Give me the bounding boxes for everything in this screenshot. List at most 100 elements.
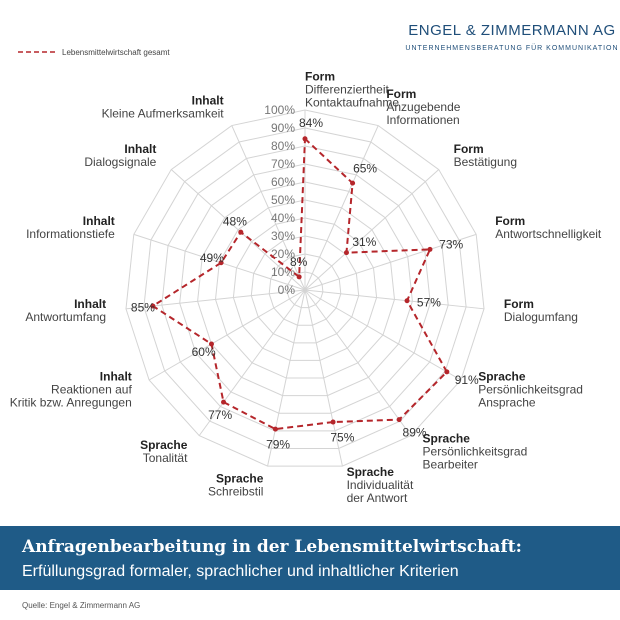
value-label: 79% [266, 438, 290, 452]
point [444, 369, 450, 375]
value-label: 89% [403, 426, 427, 440]
value-label: 85% [131, 301, 155, 315]
axis-group: Inhalt [100, 370, 132, 384]
grid-ring [268, 253, 342, 326]
spoke [304, 289, 462, 381]
point [218, 260, 224, 266]
chart-subtitle: Erfüllungsgrad formaler, sprachlicher un… [22, 563, 459, 580]
point [396, 417, 402, 423]
axis-label: Persönlichkeitsgrad Bearbeiter [423, 444, 528, 471]
spoke [304, 125, 379, 291]
spoke [125, 289, 306, 310]
axis-group: Sprache [347, 465, 395, 479]
axis-group: Sprache [478, 370, 526, 384]
value-label: 31% [352, 235, 376, 249]
value-label: 57% [417, 295, 441, 309]
axis-group: Form [454, 142, 484, 156]
axis-label: Informationstiefe [26, 227, 115, 241]
axis-label: Differenziertheit Kontaktaufnahme [305, 83, 399, 110]
axis-group: Sprache [140, 438, 188, 452]
axis-group: Form [386, 87, 416, 101]
axis-group: Sprache [216, 472, 264, 486]
point [272, 426, 278, 432]
grid-ring [250, 235, 360, 344]
point [404, 298, 410, 304]
grid-ring [161, 145, 449, 432]
spoke [198, 289, 306, 436]
spoke [304, 233, 477, 291]
legend-label: Lebensmittelwirtschaft gesamt [62, 48, 170, 57]
spoke [267, 289, 306, 467]
value-label: 91% [455, 373, 479, 387]
source: Quelle: Engel & Zimmermann AG [22, 601, 140, 610]
point [427, 246, 433, 252]
value-label: 77% [208, 408, 232, 422]
axis-label: Schreibstil [208, 485, 263, 499]
point [221, 399, 227, 405]
spoke [304, 289, 343, 467]
axis-label: Kleine Aufmerksamkeit [102, 106, 225, 120]
axis-group: Form [504, 297, 534, 311]
grid-ring [232, 217, 378, 361]
spoke [304, 289, 412, 436]
point [150, 303, 156, 309]
y-tick-label: 30% [271, 229, 295, 243]
axis-label: Anzugebende Informationen [386, 100, 460, 127]
axis-label: Antwortumfang [25, 310, 106, 324]
spoke [148, 289, 306, 381]
point [296, 274, 302, 280]
axis-label: Reaktionen auf Kritik bzw. Anregungen [10, 383, 133, 410]
point [302, 136, 308, 142]
value-label: 84% [299, 116, 323, 130]
point [350, 180, 356, 186]
grid-ring [179, 163, 431, 414]
value-label: 49% [200, 251, 224, 265]
chart-title: Anfragenbearbeitung in der Lebensmittelw… [21, 537, 522, 557]
value-label: 48% [223, 214, 247, 228]
grid-ring [197, 181, 413, 397]
axis-label: Antwortschnelligkeit [495, 227, 602, 241]
axis-label: Persönlichkeitsgrad Ansprache [478, 383, 583, 410]
y-tick-label: 90% [271, 121, 295, 135]
grid-ring [125, 109, 485, 467]
y-tick-label: 60% [271, 175, 295, 189]
axis-group: Inhalt [74, 297, 106, 311]
brand: ENGEL & ZIMMERMANN AG [408, 22, 615, 39]
point [343, 250, 349, 256]
value-label: 73% [439, 237, 463, 251]
point [330, 419, 336, 425]
y-tick-label: 80% [271, 139, 295, 153]
y-tick-label: 40% [271, 211, 295, 225]
spoke [304, 169, 440, 291]
value-label: 65% [353, 161, 377, 175]
y-tick-label: 70% [271, 157, 295, 171]
point [208, 341, 214, 347]
series-line [150, 136, 449, 431]
axis-label: Bestätigung [454, 155, 517, 169]
axis-group: Inhalt [124, 142, 156, 156]
axis-group: Inhalt [83, 214, 115, 228]
spoke [304, 289, 485, 310]
title-band [0, 526, 620, 590]
spoke [170, 169, 306, 291]
axis-label: Dialogumfang [504, 310, 578, 324]
axis-group: Form [495, 214, 525, 228]
axis-label: Individualität der Antwort [347, 478, 414, 505]
y-tick-label: 100% [264, 103, 295, 117]
point [238, 229, 244, 235]
grid-ring [143, 127, 467, 449]
y-tick-label: 0% [278, 283, 296, 297]
axis-group: Inhalt [192, 93, 224, 107]
y-tick-label: 20% [271, 247, 295, 261]
grid-ring [214, 199, 396, 379]
value-label: 75% [330, 431, 354, 445]
axis-group: Sprache [423, 431, 471, 445]
tagline: UNTERNEHMENSBERATUNG FÜR KOMMUNIKATION [405, 44, 618, 52]
grid-ring [286, 271, 324, 309]
y-tick-label: 50% [271, 193, 295, 207]
value-label: 60% [192, 345, 216, 359]
axis-label: Tonalität [143, 451, 188, 465]
axis-group: Form [305, 70, 335, 84]
